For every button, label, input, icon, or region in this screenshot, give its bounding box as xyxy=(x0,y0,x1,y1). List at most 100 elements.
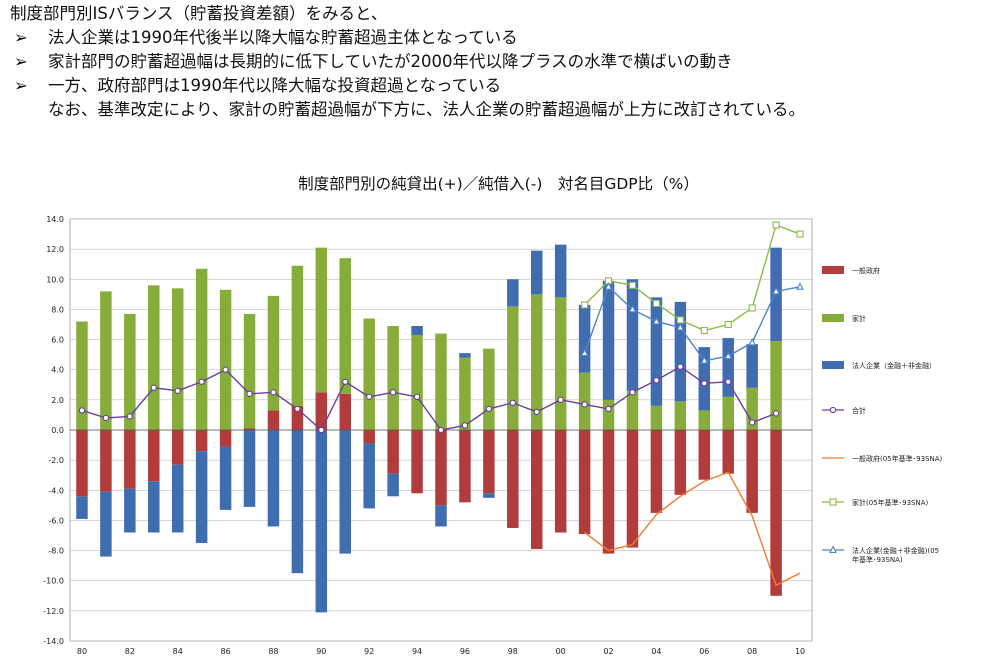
bar-household-2003 xyxy=(626,390,639,430)
bar-household-1988 xyxy=(267,295,280,411)
point-total-1995 xyxy=(437,426,445,434)
y-tick-label: -14.0 xyxy=(43,637,64,646)
point-total-1990 xyxy=(318,426,325,434)
bar-government-1981 xyxy=(100,430,112,492)
bar-corporate-2004 xyxy=(650,297,663,406)
point-corp05-2009 xyxy=(772,286,781,295)
bar-household-1981 xyxy=(100,291,112,430)
line-total xyxy=(81,365,777,432)
x-tick-label: 94 xyxy=(412,647,422,656)
legend-label-government: 一般政府 xyxy=(852,266,880,275)
legend-label-corporate: 法人企業（金融＋非金融） xyxy=(852,361,936,370)
bar-government-1985 xyxy=(195,430,208,452)
point-total-1985 xyxy=(198,378,205,385)
bar-corporate-1998 xyxy=(507,279,519,307)
bar-government-1999 xyxy=(530,430,543,550)
bar-household-1989 xyxy=(291,265,304,406)
bar-household-1984 xyxy=(171,288,184,430)
bar-household-2007 xyxy=(722,396,734,430)
x-tick-label: 86 xyxy=(220,647,230,656)
bar-government-2003 xyxy=(626,430,639,548)
legend-label-hh05: 家計(05年基準･93SNA) xyxy=(852,498,929,507)
bar-corporate-2001 xyxy=(578,304,591,373)
bar-corporate-1992 xyxy=(363,443,375,509)
point-corp05-2006 xyxy=(700,356,709,364)
point-total-1987 xyxy=(246,390,253,397)
bar-household-1997 xyxy=(483,348,495,430)
legend-label-total: 合計 xyxy=(852,406,866,415)
point-total-2003 xyxy=(629,389,636,396)
x-tick-label: 04 xyxy=(651,647,661,656)
bar-corporate-1988 xyxy=(267,430,280,527)
bar-household-2006 xyxy=(698,410,711,430)
intro-bullet-text: 法人企業は1990年代後半以降大幅な貯蓄超過主体となっている xyxy=(48,28,518,47)
x-tick-label: 92 xyxy=(364,647,374,656)
bar-government-1990 xyxy=(315,392,328,430)
bar-corporate-1991 xyxy=(339,430,352,554)
y-tick-label: 4.0 xyxy=(51,366,64,375)
y-tick-label: 12.0 xyxy=(46,245,64,254)
bar-corporate-1987 xyxy=(243,430,256,507)
point-hh05-2009 xyxy=(772,221,780,229)
point-hh05-2004 xyxy=(652,299,660,307)
bar-corporate-1982 xyxy=(124,488,136,533)
bar-government-1980 xyxy=(76,430,88,497)
bar-corporate-1990 xyxy=(315,430,328,613)
x-tick-label: 98 xyxy=(508,647,518,656)
bar-corporate-2005 xyxy=(674,301,687,402)
point-total-1998 xyxy=(509,399,516,407)
bar-corporate-2007 xyxy=(722,338,734,397)
bar-government-1987 xyxy=(243,428,256,430)
bar-corporate-1981 xyxy=(100,491,112,557)
x-tick-label: 82 xyxy=(125,647,135,656)
intro-bullet-text: 家計部門の貯蓄超過幅は長期的に低下していたが2000年代以降プラスの水準で横ばい… xyxy=(48,52,733,71)
bar-corporate-1983 xyxy=(148,481,160,533)
legend-marker-total xyxy=(829,406,837,414)
point-hh05-2007 xyxy=(724,320,732,329)
point-total-2002 xyxy=(605,405,612,413)
bar-government-1992 xyxy=(363,430,375,444)
x-tick-label: 06 xyxy=(699,647,709,656)
bar-government-1988 xyxy=(267,410,280,430)
bar-government-2007 xyxy=(722,430,734,474)
bar-corporate-1986 xyxy=(219,446,232,510)
point-total-1992 xyxy=(366,393,373,400)
bar-household-1992 xyxy=(363,318,375,430)
bar-corporate-2008 xyxy=(746,344,758,388)
point-total-2005 xyxy=(677,363,684,370)
x-tick-label: 10 xyxy=(795,647,805,656)
point-corp05-2010 xyxy=(796,282,804,290)
point-total-2009 xyxy=(772,410,780,417)
point-total-1981 xyxy=(102,414,110,422)
bullet-arrow-icon: ➢ xyxy=(14,76,28,95)
bar-government-2006 xyxy=(698,430,711,480)
bar-corporate-2002 xyxy=(602,280,615,400)
x-tick-label: 88 xyxy=(268,647,278,656)
bar-household-1996 xyxy=(459,357,471,430)
line-hh05 xyxy=(584,224,801,332)
point-total-1999 xyxy=(533,408,540,416)
point-corp05-2001 xyxy=(580,348,589,357)
bar-household-2004 xyxy=(650,405,663,430)
bullet-arrow-icon: ➢ xyxy=(14,52,28,71)
x-tick-label: 80 xyxy=(77,647,87,656)
line-corp05 xyxy=(583,285,801,362)
bar-household-2009 xyxy=(770,341,782,430)
bar-government-1984 xyxy=(171,430,184,465)
bar-corporate-2003 xyxy=(626,279,639,391)
y-tick-label: -4.0 xyxy=(48,486,64,495)
bar-government-2009 xyxy=(770,430,782,596)
bar-government-1991 xyxy=(339,393,352,430)
bar-household-1985 xyxy=(195,268,208,430)
y-tick-label: 14.0 xyxy=(46,215,64,224)
bar-household-1983 xyxy=(148,285,160,430)
bar-corporate-2006 xyxy=(698,347,711,411)
bar-corporate-1995 xyxy=(435,505,447,527)
y-tick-label: 10.0 xyxy=(46,275,64,284)
point-total-1980 xyxy=(78,407,86,414)
bar-corporate-2009 xyxy=(770,247,782,342)
legend-label-corp05: 法人企業(金融＋非金融)(05 xyxy=(852,546,939,555)
y-tick-label: 6.0 xyxy=(51,336,64,345)
y-tick-label: -8.0 xyxy=(48,547,64,556)
bar-household-1993 xyxy=(387,326,399,430)
